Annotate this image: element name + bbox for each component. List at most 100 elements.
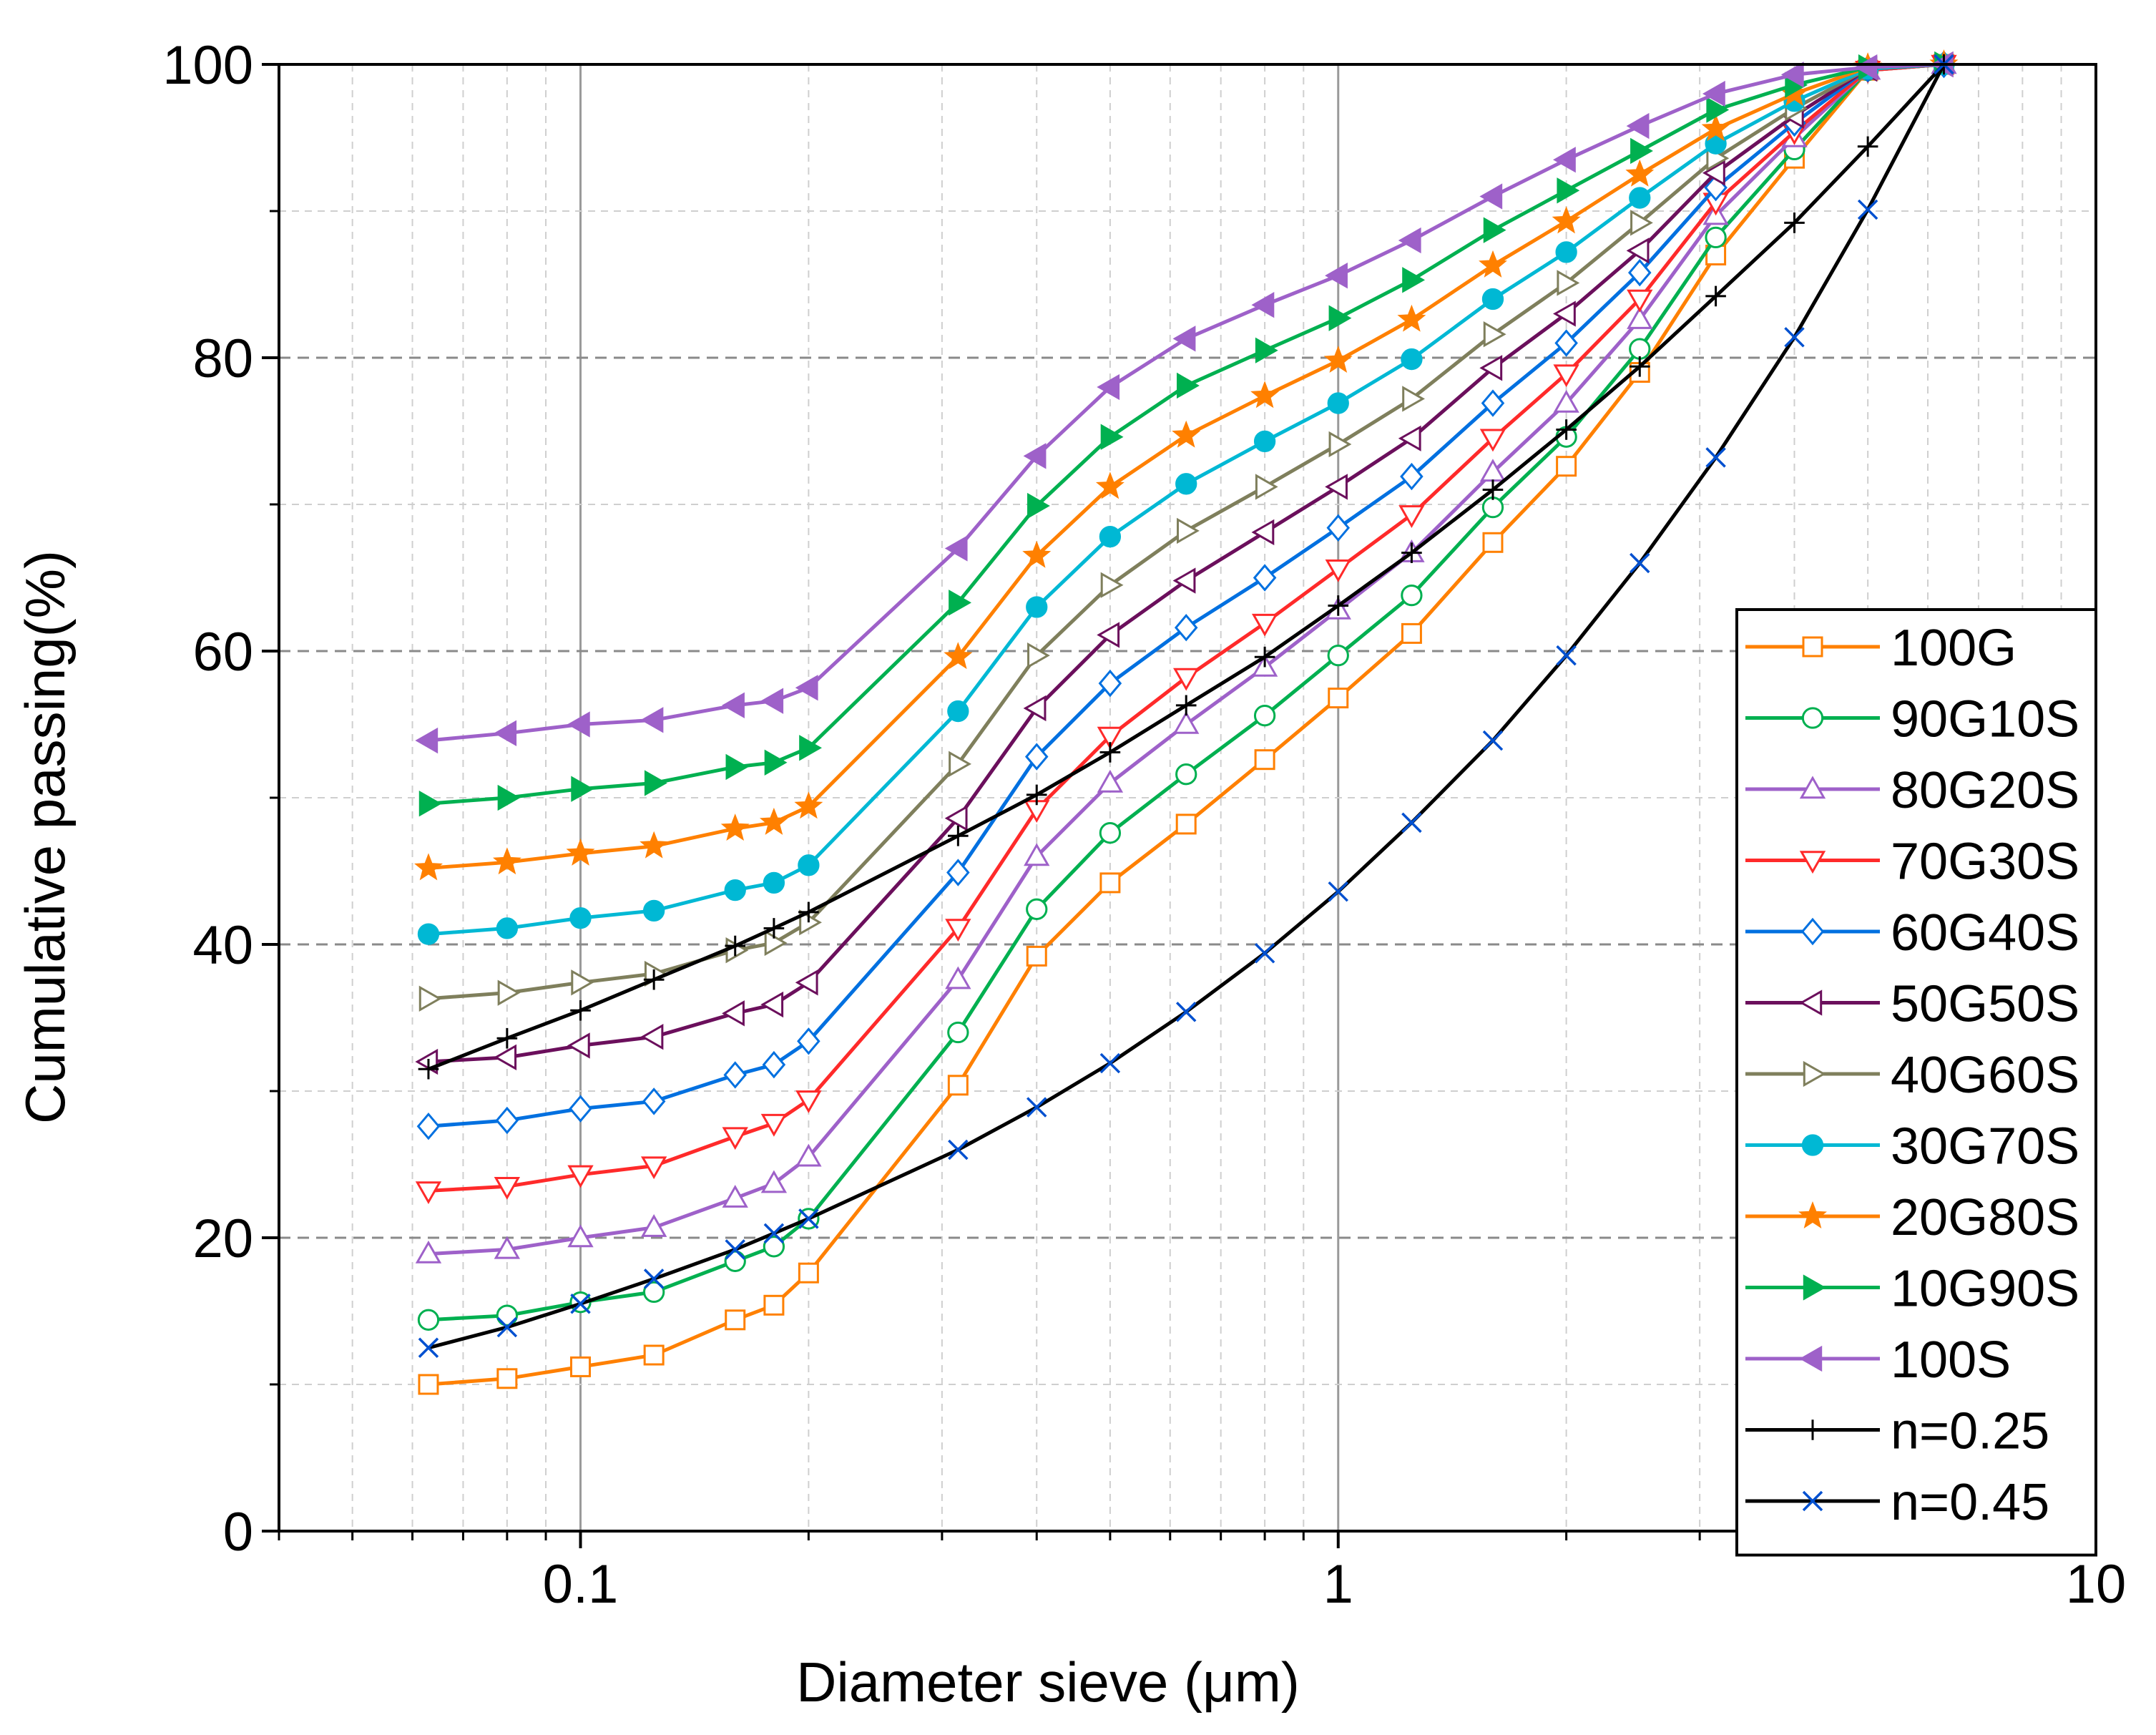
data-point bbox=[567, 1224, 594, 1248]
series-n=0.45 bbox=[418, 54, 1954, 1358]
legend-item: 20G80S bbox=[1745, 1189, 2079, 1246]
data-point bbox=[495, 1106, 519, 1135]
data-point bbox=[795, 1143, 822, 1167]
data-point bbox=[1023, 695, 1047, 722]
data-point bbox=[944, 805, 968, 831]
data-point bbox=[1552, 206, 1581, 234]
data-point bbox=[799, 735, 823, 761]
legend-item: 60G40S bbox=[1745, 904, 2079, 962]
data-point bbox=[763, 918, 785, 939]
series-60G40S bbox=[416, 50, 1956, 1140]
data-point bbox=[1251, 613, 1278, 637]
legend-item: 40G60S bbox=[1745, 1047, 2079, 1104]
data-point bbox=[1400, 462, 1424, 491]
data-point bbox=[1705, 226, 1727, 249]
data-point bbox=[1857, 199, 1878, 220]
data-point bbox=[1401, 584, 1423, 607]
legend-label: n=0.25 bbox=[1891, 1403, 2049, 1460]
series-50G50S bbox=[415, 51, 1954, 1075]
data-point bbox=[1250, 381, 1280, 409]
data-point bbox=[947, 1075, 969, 1096]
x-tick-label: 10 bbox=[2066, 1554, 2127, 1615]
data-point bbox=[1706, 97, 1730, 123]
data-point bbox=[764, 749, 788, 776]
data-point bbox=[1401, 348, 1423, 371]
data-point bbox=[415, 1181, 442, 1205]
series-n=0.25 bbox=[418, 54, 1954, 1080]
data-point bbox=[948, 826, 969, 846]
legend-marker bbox=[1802, 1419, 1823, 1440]
legend-label: 60G40S bbox=[1891, 904, 2079, 962]
legend-item: 90G10S bbox=[1745, 691, 2079, 748]
data-point bbox=[1325, 474, 1348, 500]
data-point bbox=[1630, 552, 1650, 574]
data-point bbox=[948, 1139, 969, 1160]
data-point bbox=[1326, 514, 1351, 542]
data-point bbox=[762, 1050, 786, 1079]
data-point bbox=[1402, 386, 1426, 412]
legend-label: 100G bbox=[1891, 620, 2017, 677]
data-point bbox=[1629, 187, 1651, 209]
data-point bbox=[795, 1090, 822, 1113]
legend-item: 100S bbox=[1745, 1331, 2011, 1389]
data-point bbox=[1027, 642, 1050, 669]
data-point bbox=[1023, 443, 1047, 469]
data-point bbox=[724, 1250, 746, 1272]
data-point bbox=[1554, 329, 1578, 357]
data-point bbox=[1482, 479, 1504, 500]
data-point bbox=[944, 535, 968, 562]
data-point bbox=[763, 871, 785, 894]
data-point bbox=[725, 753, 749, 781]
legend-item: 70G30S bbox=[1745, 834, 2079, 891]
data-point bbox=[949, 590, 971, 616]
legend-marker bbox=[1803, 1060, 1826, 1088]
data-point bbox=[1097, 622, 1120, 648]
legend-marker bbox=[1799, 776, 1826, 799]
legend-marker bbox=[1800, 917, 1825, 946]
x-tick-label: 0.1 bbox=[543, 1554, 619, 1615]
data-point bbox=[1255, 474, 1278, 500]
legend-label: 80G20S bbox=[1891, 762, 2079, 819]
data-point bbox=[1253, 430, 1276, 452]
data-point bbox=[643, 899, 665, 922]
legend-marker bbox=[1801, 707, 1824, 729]
data-point bbox=[640, 1156, 667, 1180]
data-point bbox=[643, 969, 665, 990]
axes: 0 20 40 60 80 100 0.1 1 10 bbox=[162, 35, 2126, 1615]
data-point bbox=[1174, 613, 1198, 642]
data-point bbox=[496, 1316, 518, 1338]
data-point bbox=[1401, 542, 1422, 563]
legend-label: 90G10S bbox=[1891, 691, 2079, 748]
data-point bbox=[571, 776, 594, 802]
data-point bbox=[569, 1095, 592, 1123]
data-point bbox=[1479, 250, 1507, 278]
data-point bbox=[1481, 496, 1504, 519]
data-point bbox=[1398, 227, 1421, 254]
data-point bbox=[1701, 114, 1730, 142]
data-point bbox=[1479, 183, 1503, 210]
data-point bbox=[1095, 471, 1124, 499]
data-point bbox=[567, 711, 590, 738]
data-point bbox=[643, 1344, 665, 1366]
data-point bbox=[759, 807, 788, 835]
data-point bbox=[1173, 668, 1200, 691]
data-point bbox=[1328, 595, 1349, 616]
data-point bbox=[1254, 943, 1275, 964]
data-point bbox=[1328, 881, 1348, 902]
data-point bbox=[725, 1309, 746, 1331]
data-point bbox=[567, 1032, 590, 1059]
series-layer bbox=[414, 49, 1959, 1395]
data-point bbox=[1097, 726, 1124, 750]
data-point bbox=[1397, 304, 1426, 332]
data-point bbox=[1857, 136, 1878, 157]
legend-item: 10G90S bbox=[1745, 1261, 2079, 1318]
data-point bbox=[415, 1240, 442, 1264]
data-point bbox=[760, 991, 784, 1018]
data-point bbox=[1255, 337, 1278, 363]
data-point bbox=[944, 642, 973, 670]
data-point bbox=[1099, 742, 1121, 763]
data-point bbox=[1557, 270, 1580, 296]
legend-label: 50G50S bbox=[1891, 976, 2079, 1033]
data-point bbox=[798, 901, 819, 923]
data-point bbox=[722, 1000, 745, 1027]
